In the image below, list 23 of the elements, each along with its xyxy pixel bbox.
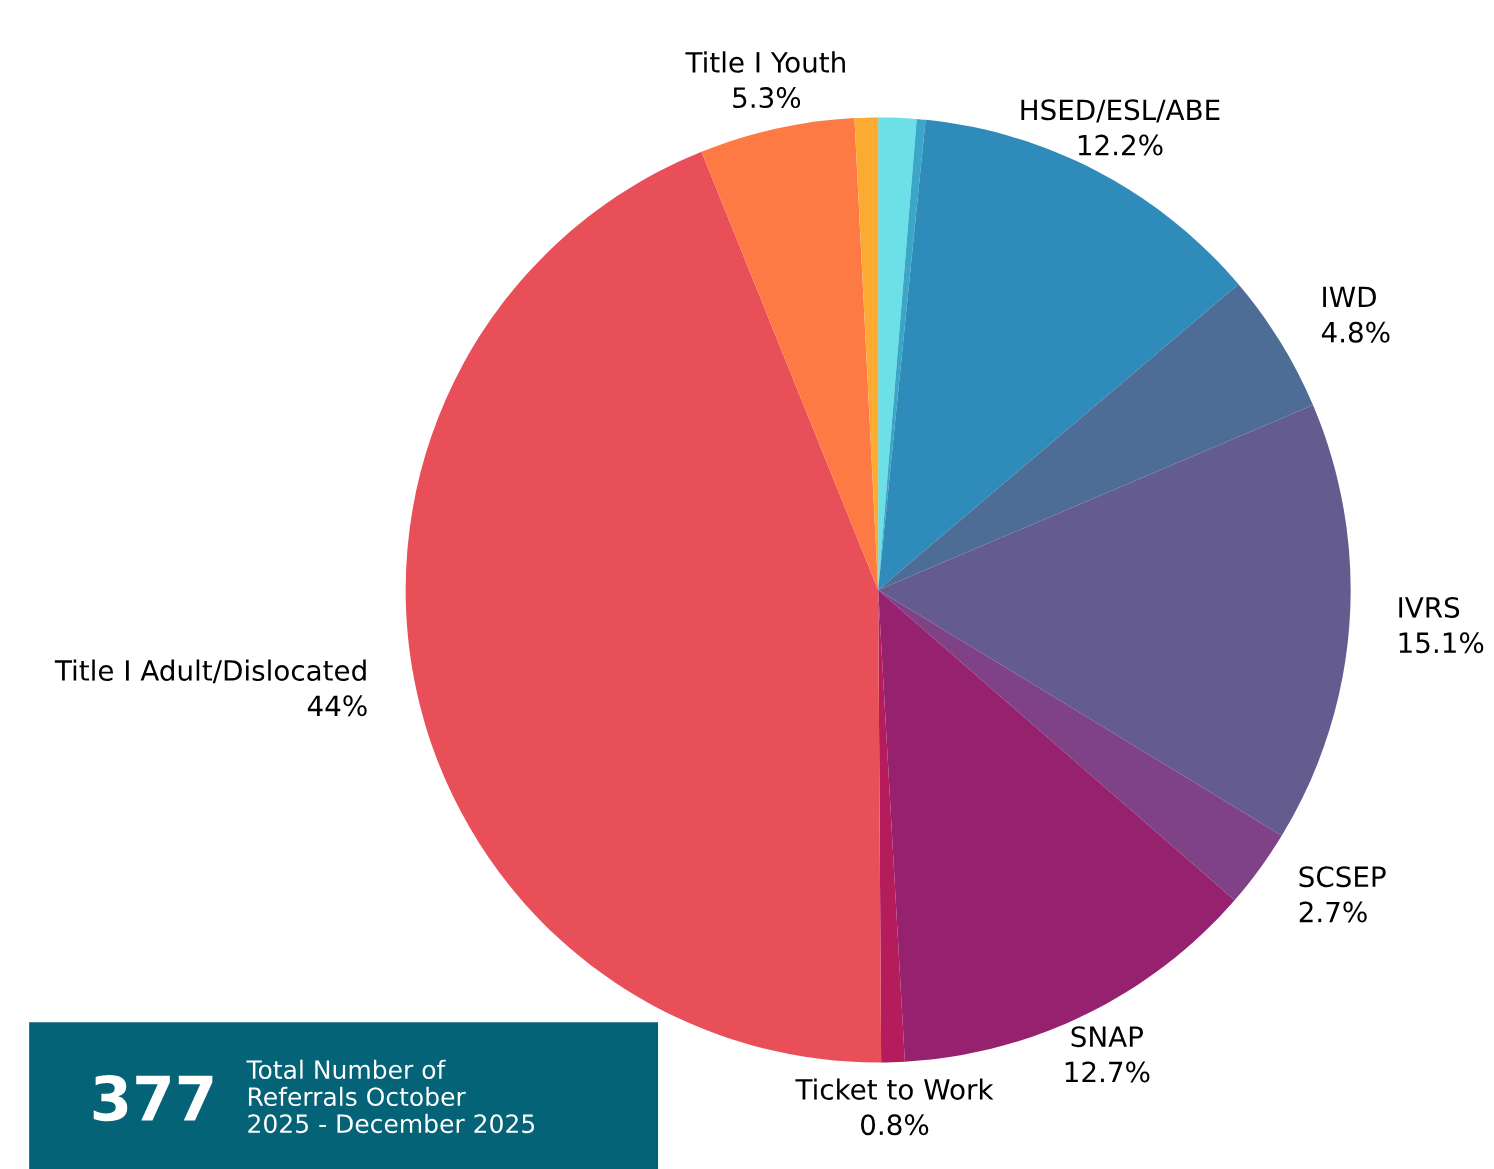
data-label: 15.1% xyxy=(1399,632,1484,654)
slice-label: Title I Youth xyxy=(685,51,845,73)
data-label: 0.8% xyxy=(861,1114,929,1136)
text: Total Number of Referrals October 2025 - December 2025 xyxy=(246,1059,535,1134)
data-label: 2.7% xyxy=(1299,901,1367,923)
slice-label: Title I Adult/Dislocated xyxy=(54,659,366,684)
slice-label: HSED/ESL/ABE xyxy=(1021,99,1220,123)
data-label: 5.3% xyxy=(733,87,801,109)
pie-slice xyxy=(701,118,879,590)
pie-slice xyxy=(878,284,1313,590)
slice-label: SCSEP xyxy=(1299,866,1386,888)
pie-slice xyxy=(878,589,1282,901)
slice-label: Ticket to Work xyxy=(795,1078,994,1100)
data-label: 44% xyxy=(307,695,367,717)
data-label: 12.2% xyxy=(1078,134,1163,156)
slice-label: IWD xyxy=(1323,286,1376,308)
text: 377 xyxy=(93,1075,213,1122)
data-label: 4.8% xyxy=(1321,321,1390,343)
data-label: 12.7% xyxy=(1065,1061,1150,1083)
slice-label: IVRS xyxy=(1399,596,1460,618)
slice-label: SNAP xyxy=(1071,1026,1143,1048)
pie-slice xyxy=(878,589,1235,1062)
pie-slice xyxy=(878,405,1351,836)
